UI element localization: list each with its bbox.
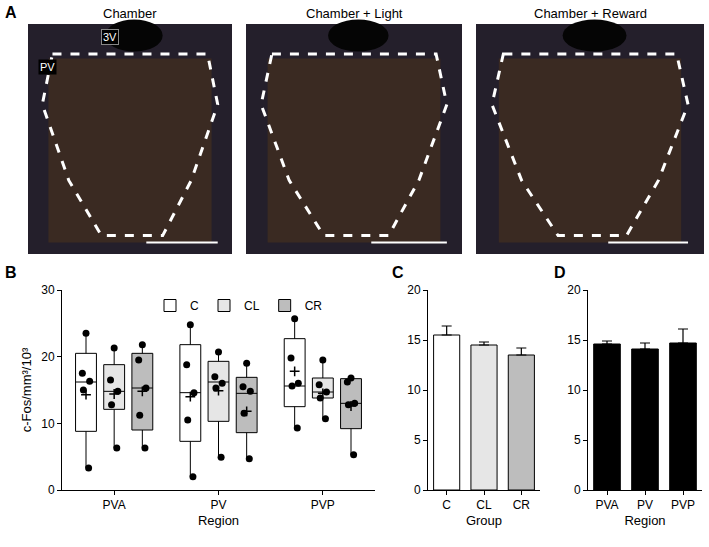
svg-text:D: D (554, 264, 566, 281)
svg-text:20: 20 (567, 283, 581, 297)
svg-text:PV: PV (40, 61, 55, 73)
svg-text:c-Fos/mm³/10³: c-Fos/mm³/10³ (19, 347, 34, 432)
svg-text:20: 20 (407, 283, 421, 297)
svg-text:15: 15 (567, 333, 581, 347)
svg-text:10: 10 (41, 417, 55, 431)
svg-text:0: 0 (574, 483, 581, 497)
svg-text:PVA: PVA (595, 498, 618, 512)
svg-text:C: C (392, 264, 404, 281)
svg-text:0: 0 (414, 483, 421, 497)
svg-text:20: 20 (41, 350, 55, 364)
svg-text:CL: CL (244, 299, 260, 313)
svg-text:C: C (190, 299, 199, 313)
svg-text:Group: Group (466, 513, 502, 528)
svg-text:10: 10 (407, 383, 421, 397)
svg-text:A: A (5, 4, 17, 21)
svg-text:Chamber + Reward: Chamber + Reward (534, 6, 647, 21)
svg-text:3V: 3V (103, 31, 117, 43)
svg-text:PVP: PVP (671, 498, 695, 512)
svg-text:Chamber + Light: Chamber + Light (306, 6, 403, 21)
svg-text:Region: Region (624, 513, 665, 528)
svg-text:5: 5 (414, 433, 421, 447)
svg-text:10: 10 (567, 383, 581, 397)
svg-text:B: B (5, 264, 17, 281)
svg-text:PV: PV (210, 498, 226, 512)
svg-text:30: 30 (41, 283, 55, 297)
svg-text:CR: CR (513, 498, 531, 512)
svg-text:PVP: PVP (311, 498, 335, 512)
svg-text:15: 15 (407, 333, 421, 347)
svg-text:CL: CL (476, 498, 492, 512)
svg-text:PVA: PVA (103, 498, 126, 512)
svg-text:5: 5 (574, 433, 581, 447)
svg-text:CR: CR (305, 299, 323, 313)
svg-text:0: 0 (48, 483, 55, 497)
svg-text:Chamber: Chamber (103, 6, 157, 21)
svg-text:PV: PV (637, 498, 653, 512)
svg-text:C: C (442, 498, 451, 512)
svg-text:Region: Region (198, 513, 239, 528)
